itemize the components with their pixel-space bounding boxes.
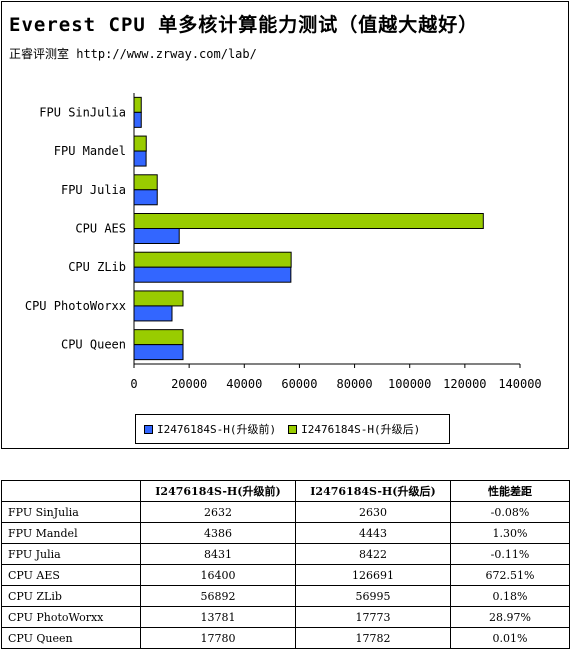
bar-chart: FPU SinJulia FPU Mandel FPU Julia CPU AES CP… <box>25 93 542 391</box>
x-tick-label: 140000 <box>498 377 541 391</box>
chart-subtitle: 正睿评测室 http://www.zrway.com/lab/ <box>9 47 257 61</box>
table-row: CPU AES 16400 126691 672.51% <box>1 564 570 586</box>
chart-title: Everest CPU 单多核计算能力测试（值越大越好） <box>9 14 479 36</box>
table-cell: CPU Queen <box>1 627 141 649</box>
bar-before <box>133 344 184 361</box>
table-row: CPU Queen 17780 17782 0.01% <box>1 627 570 649</box>
table-cell: 0.18% <box>450 585 570 607</box>
x-tick-label: 40000 <box>226 377 262 391</box>
category-label: CPU Queen <box>61 338 126 352</box>
category-label: CPU AES <box>75 222 126 236</box>
table-cell: CPU ZLib <box>1 585 141 607</box>
table-cell: 672.51% <box>450 564 570 586</box>
table-header-row: I2476184S-H(升级前) I2476184S-H(升级后) 性能差距 <box>1 480 570 502</box>
table-cell: -0.08% <box>450 501 570 523</box>
table-cell: 17773 <box>295 606 451 628</box>
legend-label-after: I2476184S-H(升级后) <box>301 423 421 436</box>
x-tick-label: 100000 <box>388 377 431 391</box>
table-cell: 13781 <box>140 606 296 628</box>
table-header-cell: I2476184S-H(升级前) <box>140 480 296 502</box>
table-row: FPU Mandel 4386 4443 1.30% <box>1 522 570 544</box>
table-header-cell: 性能差距 <box>450 480 570 502</box>
legend-item-after: I2476184S-H(升级后) <box>288 421 420 437</box>
bar-after <box>133 135 147 152</box>
bar-after <box>133 251 292 268</box>
table-cell: -0.11% <box>450 543 570 565</box>
table-row: CPU ZLib 56892 56995 0.18% <box>1 585 570 607</box>
legend-swatch-before <box>144 424 153 434</box>
x-tick-label: 60000 <box>281 377 317 391</box>
table-cell: 2630 <box>295 501 451 523</box>
table-cell: 0.01% <box>450 627 570 649</box>
table-cell: FPU Mandel <box>1 522 141 544</box>
data-table: I2476184S-H(升级前) I2476184S-H(升级后) 性能差距 F… <box>1 480 570 649</box>
bar-before <box>133 189 158 206</box>
table-row: FPU Julia 8431 8422 -0.11% <box>1 543 570 565</box>
table-cell: CPU AES <box>1 564 141 586</box>
bar-before <box>133 111 142 128</box>
table-row: FPU SinJulia 2632 2630 -0.08% <box>1 501 570 523</box>
table-cell: 17780 <box>140 627 296 649</box>
bar-after <box>133 290 184 307</box>
table-cell: 28.97% <box>450 606 570 628</box>
table-cell: 4386 <box>140 522 296 544</box>
legend: I2476184S-H(升级前) I2476184S-H(升级后) <box>135 414 450 444</box>
table-header-cell <box>1 480 141 502</box>
bar-before <box>133 228 180 244</box>
bar-before <box>133 305 173 322</box>
table-cell: 56995 <box>295 585 451 607</box>
table-row: CPU PhotoWorxx 13781 17773 28.97% <box>1 606 570 628</box>
bar-after <box>133 213 484 229</box>
x-tick-label: 0 <box>130 377 137 391</box>
category-label: FPU SinJulia <box>39 105 126 119</box>
bar-before <box>133 266 292 283</box>
table-cell: 8422 <box>295 543 451 565</box>
table-cell: FPU Julia <box>1 543 141 565</box>
table-cell: 16400 <box>140 564 296 586</box>
category-label: CPU PhotoWorxx <box>25 299 126 313</box>
bar-after <box>133 329 184 346</box>
x-tick-label: 20000 <box>171 377 207 391</box>
x-tick-label: 120000 <box>443 377 486 391</box>
bar-before <box>133 150 147 167</box>
table-cell: 126691 <box>295 564 451 586</box>
bar-after <box>133 174 158 191</box>
legend-swatch-after <box>288 424 298 434</box>
bar-after <box>133 96 142 113</box>
table-cell: 56892 <box>140 585 296 607</box>
table-cell: FPU SinJulia <box>1 501 141 523</box>
category-label: FPU Mandel <box>54 144 126 158</box>
category-label: FPU Julia <box>61 183 126 197</box>
table-cell: 1.30% <box>450 522 570 544</box>
category-label: CPU ZLib <box>68 260 126 274</box>
table-cell: CPU PhotoWorxx <box>1 606 141 628</box>
legend-label-before: I2476184S-H(升级前) <box>157 423 277 436</box>
table-cell: 2632 <box>140 501 296 523</box>
x-tick-label: 80000 <box>337 377 373 391</box>
table-header-cell: I2476184S-H(升级后) <box>295 480 451 502</box>
legend-item-before: I2476184S-H(升级前) <box>144 421 276 437</box>
table-cell: 4443 <box>295 522 451 544</box>
chart-container: Everest CPU 单多核计算能力测试（值越大越好） 正睿评测室 http:… <box>1 1 569 449</box>
table-cell: 8431 <box>140 543 296 565</box>
table-cell: 17782 <box>295 627 451 649</box>
